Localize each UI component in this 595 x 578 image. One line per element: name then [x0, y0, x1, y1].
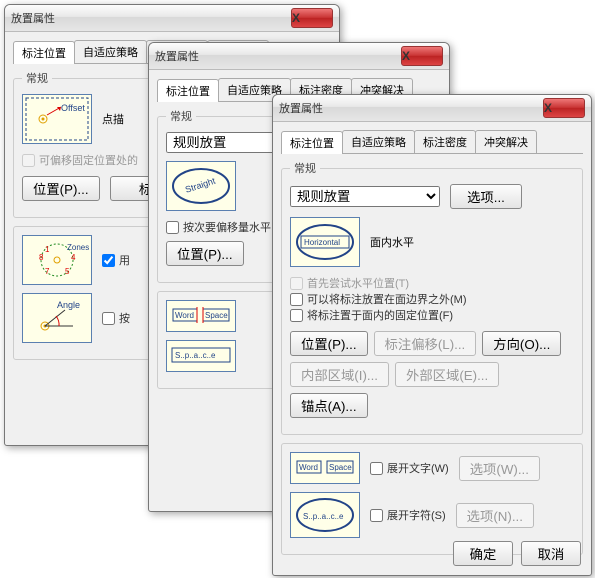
svg-text:8: 8	[39, 253, 44, 262]
svg-text:7: 7	[45, 267, 50, 276]
title: 放置属性	[155, 48, 401, 64]
btn-position[interactable]: 位置(P)...	[22, 176, 100, 201]
chk-fixed-inside[interactable]: 将标注置于面内的固定位置(F)	[290, 307, 574, 323]
btn-outer: 外部区域(E)...	[395, 362, 499, 387]
thumb-angle: Angle	[22, 293, 92, 343]
close-icon: X	[292, 11, 332, 25]
svg-text:Angle: Angle	[57, 300, 80, 310]
titlebar: 放置属性 X	[149, 43, 449, 70]
title: 放置属性	[279, 100, 543, 116]
btn-ok[interactable]: 确定	[453, 541, 513, 566]
close-button[interactable]: X	[291, 8, 333, 28]
btn-inner: 内部区域(I)...	[290, 362, 389, 387]
desc: 面内水平	[370, 234, 414, 250]
close-icon: X	[544, 101, 584, 115]
btn-opt-n: 选项(N)...	[456, 503, 534, 528]
chk-try-horiz: 首先尝试水平位置(T)	[290, 275, 574, 291]
close-button[interactable]: X	[401, 46, 443, 66]
legend-general: 常规	[290, 160, 320, 176]
legend-general: 常规	[22, 70, 52, 86]
chk-classic[interactable]: 用	[102, 252, 130, 268]
svg-text:5: 5	[65, 267, 70, 276]
svg-text:Word: Word	[299, 463, 318, 472]
thumb-zones: Zones 8 4 1 7 5	[22, 235, 92, 285]
svg-text:4: 4	[71, 253, 76, 262]
chk-expand-char[interactable]: 展开字符(S)	[370, 507, 446, 523]
tabs: 标注位置 自适应策略 标注密度 冲突解决	[281, 130, 583, 154]
titlebar: 放置属性 X	[273, 95, 591, 122]
close-button[interactable]: X	[543, 98, 585, 118]
btn-position[interactable]: 位置(P)...	[290, 331, 368, 356]
thumb-straight: Straight	[166, 161, 236, 211]
title: 放置属性	[11, 10, 291, 26]
chk-expand-word[interactable]: 展开文字(W)	[370, 460, 449, 476]
thumb-wordspace: Word Space	[166, 300, 236, 332]
thumb-wordspace: Word Space	[290, 452, 360, 484]
btn-label-offset: 标注偏移(L)...	[374, 331, 477, 356]
group-general: 常规 规则放置 选项... Horizontal 面内水平 首先尝试水平位置(T…	[281, 160, 583, 435]
chk-outside[interactable]: 可以将标注放置在面边界之外(M)	[290, 291, 574, 307]
svg-text:S..p..a..c..e: S..p..a..c..e	[175, 351, 216, 360]
thumb-spaced: S..p..a..c..e	[166, 340, 236, 372]
svg-text:Space: Space	[205, 311, 228, 320]
svg-text:Straight: Straight	[184, 175, 217, 194]
desc: 点描	[102, 111, 124, 127]
tab-position[interactable]: 标注位置	[13, 41, 75, 64]
tab-adaptive[interactable]: 自适应策略	[342, 130, 415, 153]
svg-text:Offset: Offset	[61, 103, 85, 113]
legend-general: 常规	[166, 108, 196, 124]
dialog-3: 放置属性 X 标注位置 自适应策略 标注密度 冲突解决 常规 规则放置 选项..…	[272, 94, 592, 576]
tab-density[interactable]: 标注密度	[414, 130, 476, 153]
group-expand: Word Space 展开文字(W) 选项(W)... S..p..a..c..e…	[281, 443, 583, 555]
svg-text:Zones: Zones	[67, 243, 89, 252]
footer: 确定 取消	[453, 541, 581, 566]
tab-position[interactable]: 标注位置	[281, 131, 343, 154]
titlebar: 放置属性 X	[5, 5, 339, 32]
thumb-spaced: S..p..a..c..e	[290, 492, 360, 538]
svg-text:Space: Space	[329, 463, 352, 472]
thumb-horizontal: Horizontal	[290, 217, 360, 267]
svg-text:S..p..a..c..e: S..p..a..c..e	[303, 512, 344, 521]
btn-position[interactable]: 位置(P)...	[166, 241, 244, 266]
dropdown-rule[interactable]: 规则放置	[290, 186, 440, 207]
tab-adaptive[interactable]: 自适应策略	[74, 40, 147, 63]
btn-opt-w: 选项(W)...	[459, 456, 540, 481]
chk-angle[interactable]: 按	[102, 310, 130, 326]
svg-text:Word: Word	[175, 311, 194, 320]
svg-text:1: 1	[45, 245, 50, 254]
btn-anchor[interactable]: 锚点(A)...	[290, 393, 368, 418]
tab-conflict[interactable]: 冲突解决	[475, 130, 537, 153]
btn-options[interactable]: 选项...	[450, 184, 522, 209]
tab-position[interactable]: 标注位置	[157, 79, 219, 102]
svg-text:Horizontal: Horizontal	[304, 238, 340, 247]
close-icon: X	[402, 49, 442, 63]
btn-cancel[interactable]: 取消	[521, 541, 581, 566]
btn-direction[interactable]: 方向(O)...	[482, 331, 561, 356]
thumb-offset: Offset	[22, 94, 92, 144]
